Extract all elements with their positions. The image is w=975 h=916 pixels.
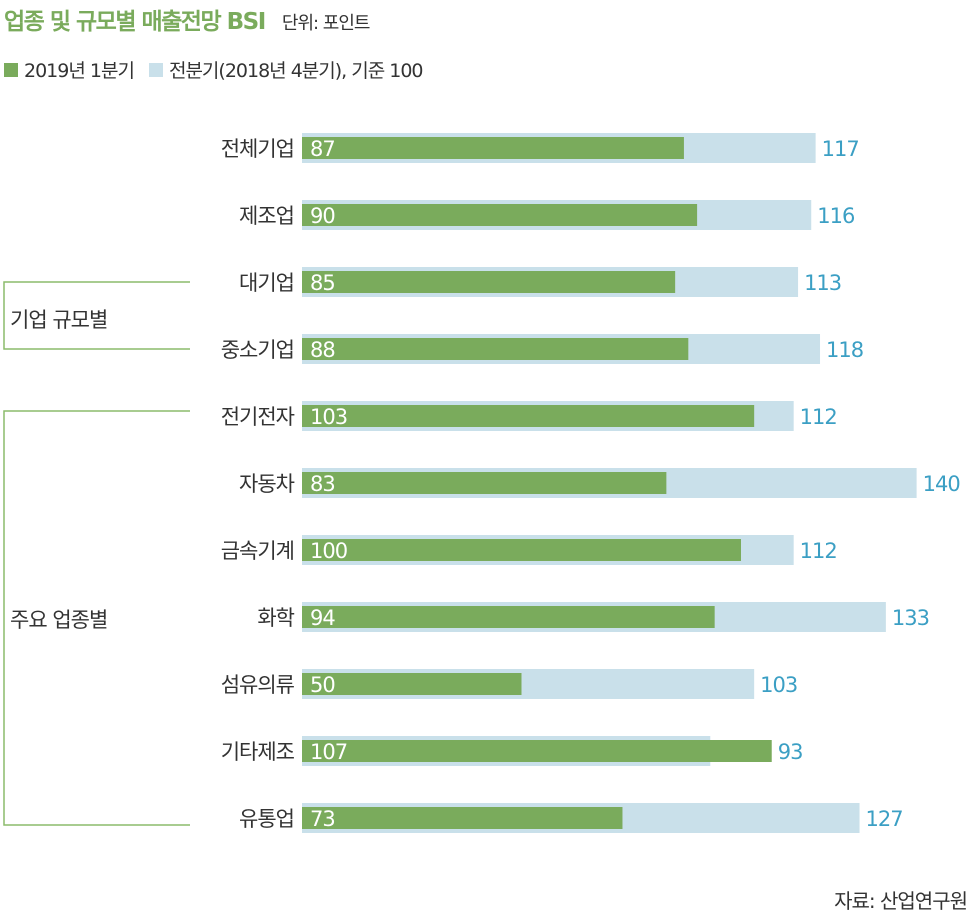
- data-label-previous: 103: [760, 673, 797, 697]
- group-label-industry: 주요 업종별: [10, 608, 107, 632]
- chart-title: 업종 및 규모별 매출전망 BSI: [4, 9, 266, 35]
- category-label: 섬유의류: [221, 673, 295, 697]
- group-brackets: 기업 규모별 주요 업종별: [3, 281, 190, 826]
- data-label-current: 100: [310, 539, 347, 563]
- data-label-previous: 117: [822, 137, 859, 161]
- legend-swatch-previous: [148, 62, 163, 77]
- data-label-current: 107: [310, 740, 347, 764]
- data-label-current: 73: [310, 807, 335, 831]
- data-label-current: 85: [310, 271, 335, 295]
- bar-current: [302, 807, 623, 829]
- data-label-previous: 93: [778, 740, 803, 764]
- category-label: 대기업: [239, 271, 294, 295]
- data-label-current: 87: [310, 137, 335, 161]
- category-label: 자동차: [239, 472, 295, 496]
- bar-current: [302, 405, 755, 427]
- bar-current: [302, 606, 715, 628]
- unit-label: 단위: 포인트: [281, 13, 371, 34]
- category-label: 금속기계: [221, 539, 294, 563]
- group-label-company-size: 기업 규모별: [10, 308, 107, 332]
- bar-current: [302, 271, 676, 293]
- category-label: 전기전자: [221, 405, 295, 429]
- title-row: 업종 및 규모별 매출전망 BSI 단위: 포인트: [4, 2, 371, 35]
- data-label-previous: 112: [800, 405, 837, 429]
- bracket-industry: [3, 410, 190, 826]
- category-label: 기타제조: [221, 740, 295, 764]
- source-label: 자료: 산업연구원: [834, 889, 968, 913]
- bar-current: [302, 338, 689, 360]
- data-label-previous: 113: [804, 271, 841, 295]
- category-label: 전체기업: [221, 137, 294, 161]
- category-label: 제조업: [239, 204, 294, 228]
- legend-label-current: 2019년 1분기: [24, 60, 135, 82]
- data-label-current: 83: [310, 472, 335, 496]
- data-label-current: 50: [310, 673, 335, 697]
- bracket-company-size: [3, 281, 190, 350]
- data-label-previous: 133: [892, 606, 929, 630]
- legend-item-previous: 전분기(2018년 4분기), 기준 100: [148, 56, 424, 83]
- data-label-current: 94: [310, 606, 335, 630]
- data-label-current: 103: [310, 405, 347, 429]
- legend-item-current: 2019년 1분기: [4, 56, 135, 83]
- data-label-previous: 127: [866, 807, 903, 831]
- bar-current: [302, 673, 522, 695]
- bar-current: [302, 740, 772, 762]
- category-label: 중소기업: [221, 338, 294, 362]
- legend-swatch-current: [4, 62, 18, 77]
- data-label-previous: 118: [826, 338, 863, 362]
- bar-current: [302, 137, 684, 159]
- bar-current: [302, 472, 667, 494]
- data-label-current: 90: [310, 204, 335, 228]
- bar-current: [302, 204, 698, 226]
- bar-current: [302, 539, 741, 561]
- bars-layer: 전체기업 87 117 제조업 90 116 대기업 85 113 중소기업 88 118 전기전자 10…: [221, 133, 961, 833]
- category-label: 유통업: [239, 807, 294, 831]
- category-label: 화학: [257, 606, 294, 630]
- data-label-current: 88: [310, 338, 335, 362]
- data-label-previous: 112: [800, 539, 837, 563]
- data-label-previous: 140: [923, 472, 960, 496]
- data-label-previous: 116: [817, 204, 855, 228]
- legend: 2019년 1분기 전분기(2018년 4분기), 기준 100: [4, 56, 433, 82]
- legend-label-previous: 전분기(2018년 4분기), 기준 100: [168, 60, 424, 82]
